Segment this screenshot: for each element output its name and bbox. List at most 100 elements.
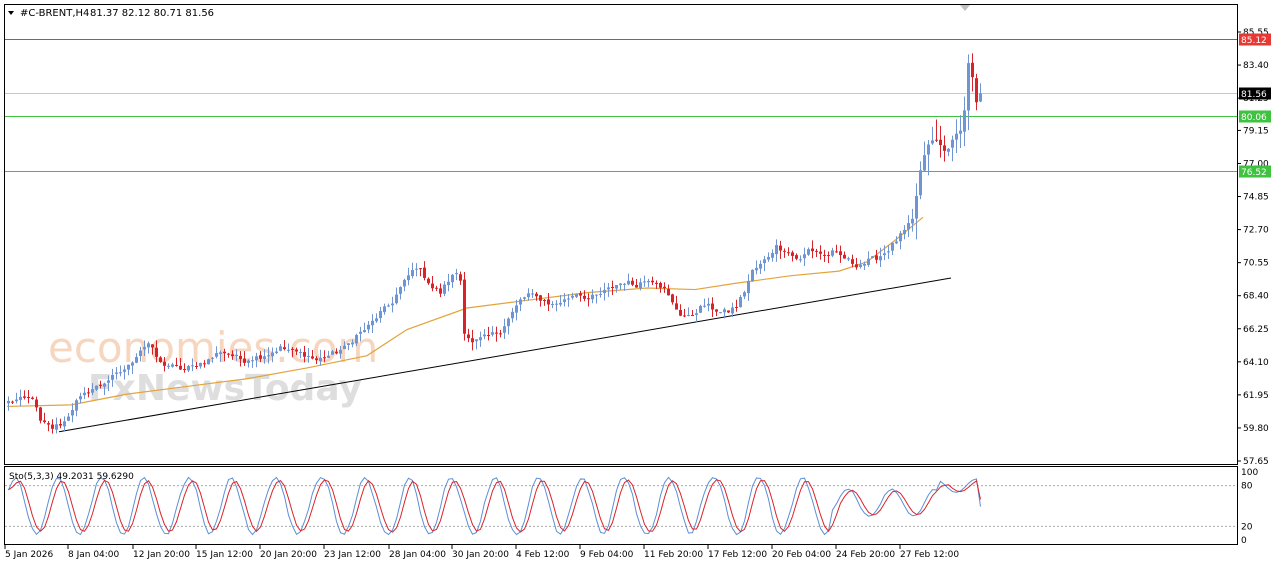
candle bbox=[503, 318, 506, 340]
candle-body bbox=[395, 294, 398, 304]
candle-body bbox=[567, 298, 570, 300]
candle-body bbox=[491, 332, 494, 335]
candle bbox=[167, 363, 170, 370]
support-price-tag-label: 80.06 bbox=[1241, 113, 1267, 123]
candle bbox=[235, 349, 238, 361]
candle bbox=[139, 346, 142, 362]
candle bbox=[27, 390, 30, 404]
candle-body bbox=[87, 392, 90, 394]
candle-body bbox=[943, 145, 946, 151]
candle bbox=[743, 290, 746, 300]
candle-body bbox=[635, 284, 638, 288]
candle bbox=[935, 119, 938, 142]
candle bbox=[531, 289, 534, 298]
triangle-down-icon[interactable] bbox=[8, 11, 14, 15]
candle bbox=[763, 255, 766, 272]
x-tick-label: 23 Jan 12:00 bbox=[324, 550, 381, 560]
candle-body bbox=[927, 144, 930, 155]
candle-body bbox=[19, 396, 22, 400]
candle bbox=[347, 343, 350, 351]
candle bbox=[291, 347, 294, 358]
candle bbox=[475, 339, 478, 350]
candle-body bbox=[507, 318, 510, 327]
candle-body bbox=[859, 264, 862, 268]
candle-body bbox=[683, 315, 686, 317]
candle bbox=[875, 249, 878, 264]
candle bbox=[831, 247, 834, 258]
candle-body bbox=[39, 407, 42, 421]
candle bbox=[191, 358, 194, 372]
candle-body bbox=[975, 78, 978, 103]
candle bbox=[627, 273, 630, 286]
candle-body bbox=[187, 366, 190, 371]
candle bbox=[151, 344, 154, 355]
candle-body bbox=[647, 280, 650, 283]
candle-body bbox=[211, 357, 214, 359]
candle bbox=[839, 245, 842, 263]
candle bbox=[463, 271, 466, 341]
candle-body bbox=[911, 218, 914, 224]
candle-body bbox=[55, 424, 58, 430]
candle bbox=[547, 292, 550, 312]
candle bbox=[339, 345, 342, 359]
candle-body bbox=[571, 295, 574, 298]
candle bbox=[399, 286, 402, 300]
support-price-tag bbox=[1239, 110, 1271, 123]
candle-body bbox=[231, 354, 234, 357]
candle bbox=[239, 351, 242, 367]
candle-body bbox=[387, 305, 390, 307]
candle-body bbox=[555, 303, 558, 305]
moving-average-line[interactable] bbox=[6, 216, 924, 408]
candle-body bbox=[971, 62, 974, 78]
stochastic-main-line[interactable] bbox=[8, 476, 981, 536]
candle-body bbox=[67, 416, 70, 421]
candle-body bbox=[895, 241, 898, 244]
chart-header: #C-BRENT,H4 81.37 82.12 80.71 81.56 bbox=[8, 8, 214, 19]
candle bbox=[675, 295, 678, 310]
candle bbox=[887, 245, 890, 259]
candle-body bbox=[467, 334, 470, 339]
candle bbox=[203, 360, 206, 368]
candle bbox=[171, 362, 174, 368]
candle-body bbox=[407, 275, 410, 281]
candle-body bbox=[523, 297, 526, 299]
stochastic-signal-line[interactable] bbox=[8, 479, 981, 533]
candle-body bbox=[747, 280, 750, 294]
y-tick-label: 57.65 bbox=[1243, 457, 1269, 467]
candle bbox=[515, 299, 518, 321]
candle-body bbox=[191, 365, 194, 367]
candle bbox=[923, 141, 926, 172]
stochastic-axis: 100 80 20 0 bbox=[1241, 468, 1258, 546]
candle-body bbox=[279, 346, 282, 351]
candle bbox=[231, 350, 234, 360]
candle bbox=[179, 358, 182, 370]
candle bbox=[803, 247, 806, 267]
trendline[interactable] bbox=[58, 277, 952, 433]
chart-shift-marker-icon[interactable] bbox=[960, 5, 970, 11]
candle bbox=[695, 308, 698, 323]
candle-body bbox=[219, 352, 222, 355]
candle-body bbox=[339, 349, 342, 354]
candle-body bbox=[83, 392, 86, 396]
candle-body bbox=[767, 256, 770, 260]
candle bbox=[35, 396, 38, 412]
candle bbox=[387, 303, 390, 308]
candle bbox=[15, 392, 18, 404]
candle bbox=[351, 339, 354, 348]
candle-body bbox=[947, 148, 950, 152]
candle bbox=[779, 240, 782, 259]
candle-body bbox=[131, 362, 134, 366]
x-tick-label: 12 Jan 20:00 bbox=[133, 550, 190, 560]
candle-body bbox=[687, 314, 690, 316]
candle-body bbox=[15, 399, 18, 402]
candle-body bbox=[679, 309, 682, 316]
candle bbox=[135, 353, 138, 364]
candle bbox=[911, 208, 914, 232]
candle-body bbox=[295, 349, 298, 352]
candle-body bbox=[175, 364, 178, 366]
candle-body bbox=[423, 267, 426, 278]
price-axis: 85.5583.4081.2579.1577.0074.8572.7070.55… bbox=[1237, 28, 1269, 467]
candle-body bbox=[183, 369, 186, 371]
candle bbox=[819, 245, 822, 260]
candle-body bbox=[35, 399, 38, 408]
